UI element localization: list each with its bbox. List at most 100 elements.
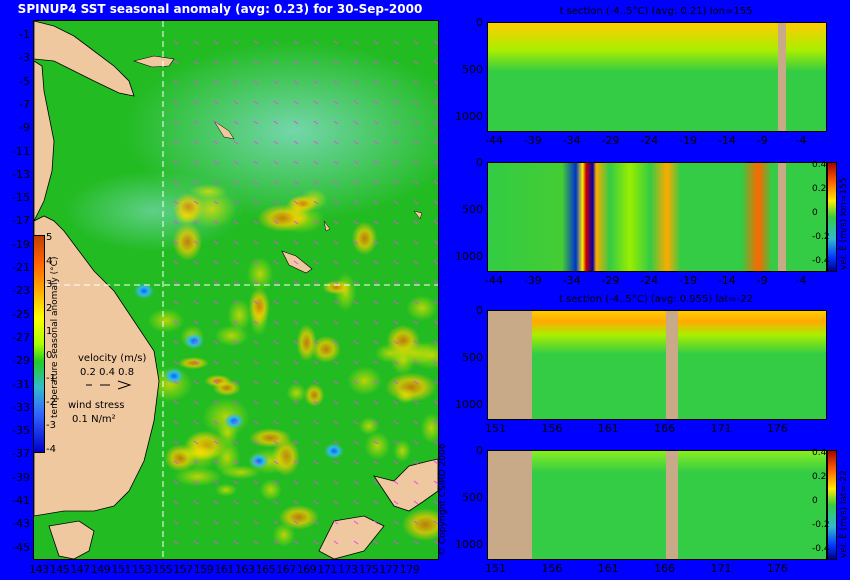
- wind-arrow: [393, 520, 399, 525]
- temperature-section[interactable]: [487, 22, 827, 132]
- lat-tick: -41: [12, 494, 30, 507]
- wind-arrow: [373, 320, 379, 325]
- wind-arrow: [253, 340, 259, 345]
- copyright: © Copyright CSIRO 2006: [438, 443, 448, 556]
- velocity-section[interactable]: [487, 162, 827, 272]
- wind-arrow: [373, 280, 379, 285]
- wind-arrow: [273, 120, 279, 125]
- wind-arrow: [273, 540, 279, 545]
- warm-eddy: [278, 504, 319, 530]
- wind-arrow: [413, 480, 419, 485]
- wind-arrow: [173, 280, 179, 285]
- wind-arrow: [193, 60, 199, 65]
- wind-arrow: [353, 460, 359, 465]
- wind-arrow: [333, 80, 339, 85]
- wind-arrow: [413, 240, 419, 245]
- wind-arrow: [273, 460, 279, 465]
- lon-tick: 147: [70, 563, 90, 576]
- section-land: [666, 451, 678, 559]
- cool-eddy: [134, 283, 154, 299]
- wind-arrow: [253, 60, 259, 65]
- wind-arrow: [393, 120, 399, 125]
- nz-south-land: [318, 515, 385, 559]
- wind-arrow: [393, 80, 399, 85]
- wind-arrow: [253, 500, 259, 505]
- lat-tick: -23: [12, 284, 30, 298]
- wind-arrow: [273, 160, 279, 165]
- section-x-tick: -9: [756, 274, 768, 287]
- wind-arrow: [313, 340, 319, 345]
- warm-eddy: [175, 205, 198, 226]
- wind-arrow: [253, 380, 259, 385]
- wind-arrow: [233, 120, 239, 125]
- wind-arrow: [253, 460, 259, 465]
- wind-arrow: [433, 80, 438, 85]
- wind-arrow: [273, 320, 279, 325]
- wind-arrow: [393, 220, 399, 225]
- wind-arrow: [213, 180, 219, 185]
- wind-arrow: [393, 340, 399, 345]
- velocity-section[interactable]: [487, 450, 827, 560]
- velocity-arrows: [173, 40, 438, 545]
- section-x-tick: -19: [679, 134, 698, 147]
- velocity-cbar-tick: 0: [812, 208, 818, 218]
- wind-arrow: [253, 260, 259, 265]
- nz-north-land: [373, 458, 438, 512]
- wind-arrow: [393, 420, 399, 425]
- depth-tick: 1000: [455, 398, 483, 411]
- warm-eddy: [272, 523, 296, 547]
- wind-arrow: [433, 160, 438, 165]
- wind-arrow: [413, 460, 419, 465]
- section-title: t section (-4..5°C) (avg: 0.955) lat=-22: [558, 294, 754, 305]
- australia-land: [34, 215, 160, 517]
- wind-arrow: [413, 160, 419, 165]
- wind-arrow: [173, 80, 179, 85]
- wind-arrow: [373, 40, 379, 45]
- wind-arrow: [413, 60, 419, 65]
- wind-arrow: [393, 360, 399, 365]
- temperature-section[interactable]: [487, 310, 827, 420]
- wind-arrow: [413, 100, 419, 105]
- sst-map[interactable]: [33, 20, 439, 560]
- wind-arrow: [353, 40, 359, 45]
- wind-arrow: [193, 80, 199, 85]
- section-x-tick: 161: [597, 562, 619, 575]
- section-x-tick: -29: [601, 134, 620, 147]
- wind-arrow: [213, 400, 219, 405]
- wind-arrow: [313, 240, 319, 245]
- wind-arrow: [373, 120, 379, 125]
- wind-arrow: [373, 400, 379, 405]
- wind-arrow: [353, 80, 359, 85]
- wind-arrow: [213, 280, 219, 285]
- wind-arrow: [393, 140, 399, 145]
- wind-arrow: [213, 500, 219, 505]
- wind-arrow: [373, 460, 379, 465]
- wind-arrow: [353, 520, 359, 525]
- wind-arrow: [413, 420, 419, 425]
- wind-arrow: [233, 240, 239, 245]
- wind-arrow: [373, 140, 379, 145]
- wind-arrow: [393, 240, 399, 245]
- wind-arrow: [433, 60, 438, 65]
- section-x-tick: -24: [640, 274, 659, 287]
- section-x-tick: 171: [710, 562, 732, 575]
- wind-arrow: [433, 540, 438, 545]
- wind-arrow: [313, 540, 319, 545]
- lat-tick: -25: [12, 307, 30, 321]
- wind-arrow: [413, 520, 419, 525]
- wind-arrow: [353, 360, 359, 365]
- lat-tick: -37: [12, 447, 30, 461]
- wind-arrow: [313, 420, 319, 425]
- wind-arrow: [293, 380, 299, 385]
- lat-tick: -45: [12, 540, 30, 554]
- lon-tick: 171: [317, 563, 337, 576]
- wind-arrow: [393, 200, 399, 205]
- lat-tick: -29: [12, 354, 30, 368]
- lat-tick: -43: [12, 517, 30, 531]
- section-land: [778, 23, 786, 131]
- wind-arrow: [413, 40, 419, 45]
- section-x-tick: -39: [523, 134, 542, 147]
- wind-arrow: [353, 320, 359, 325]
- wind-arrow: [233, 260, 239, 265]
- warm-eddy: [189, 184, 228, 199]
